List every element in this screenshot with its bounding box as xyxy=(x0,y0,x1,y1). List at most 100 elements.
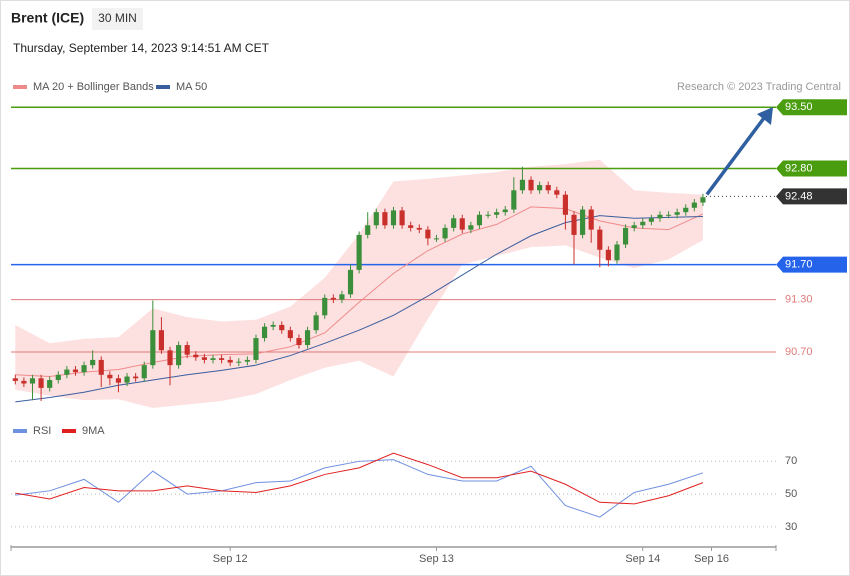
candle-body xyxy=(176,345,182,366)
candle-body xyxy=(373,212,379,226)
candle-body xyxy=(193,354,199,358)
candle-body xyxy=(468,225,474,230)
candle-body xyxy=(665,214,672,216)
x-tick-label: Sep 14 xyxy=(625,553,660,565)
candle-body xyxy=(691,202,697,208)
candle-body xyxy=(21,380,27,384)
candle-body xyxy=(287,330,293,339)
indicator-line xyxy=(15,206,704,378)
candle-body xyxy=(55,374,61,381)
last-price-tag xyxy=(776,188,847,205)
source: Research © 2023 Trading Central xyxy=(677,81,841,93)
candle-body xyxy=(356,234,362,270)
level-tag xyxy=(776,99,847,116)
candle-body xyxy=(580,209,586,235)
level-tag xyxy=(776,256,847,273)
candle-body xyxy=(64,369,70,375)
candle-body xyxy=(605,249,611,261)
x-tick-label: Sep 13 xyxy=(419,553,454,565)
candle-body xyxy=(390,210,397,226)
chart-title: Brent (ICE) xyxy=(11,10,84,26)
rsi-line xyxy=(15,452,704,505)
candle-body xyxy=(494,212,500,215)
candle-body xyxy=(614,244,620,261)
candle-body xyxy=(29,378,36,384)
legend-swatch xyxy=(13,429,27,433)
candle-body xyxy=(38,378,44,388)
interval: 30 MIN xyxy=(98,11,137,25)
legend-label: RSI xyxy=(33,425,51,437)
last-price-label: 92.48 xyxy=(785,190,813,202)
level-label: 90.70 xyxy=(785,346,813,358)
x-tick-label: Sep 16 xyxy=(694,553,729,565)
candle-body xyxy=(365,225,371,235)
candle-body xyxy=(545,185,551,191)
candle-body xyxy=(623,227,629,245)
candle-body xyxy=(519,179,526,191)
candle-body xyxy=(597,229,603,250)
main-panel: MA 20 + Bollinger Bands MA 50 93.50 92.80 91… xyxy=(11,81,847,409)
forecast-arrowhead xyxy=(757,107,773,125)
candle-body xyxy=(227,359,233,363)
candle-body xyxy=(330,297,336,300)
candle-body xyxy=(115,378,122,383)
candle-body xyxy=(700,197,706,203)
candle-body xyxy=(72,369,79,373)
candle-body xyxy=(150,330,156,366)
candle-body xyxy=(304,330,311,346)
candle-body xyxy=(571,214,577,235)
candle-body xyxy=(296,338,302,346)
candle-body xyxy=(442,227,448,239)
candle-body xyxy=(47,380,53,388)
candle-body xyxy=(107,374,113,379)
rsi-line xyxy=(15,459,704,518)
candle-body xyxy=(184,345,190,355)
candle-body xyxy=(90,359,96,366)
candle-body xyxy=(382,212,388,226)
candle-body xyxy=(253,338,259,360)
candle-body xyxy=(244,359,250,362)
rsi-panel: RSI 9MA 30 50 70 Sep 12 Sep 13 Sep 14 Sep 16 xyxy=(10,425,797,565)
candle-body xyxy=(640,221,646,226)
x-tick-label: Sep 12 xyxy=(213,553,248,565)
interval-box xyxy=(92,8,143,30)
level-tag xyxy=(776,160,847,177)
candle-body xyxy=(554,190,560,195)
candle-body xyxy=(133,376,139,379)
legend-label: 9MA xyxy=(82,425,105,437)
candle-body xyxy=(425,229,431,239)
indicator-line xyxy=(15,215,703,403)
legend-swatch xyxy=(13,85,27,89)
candle-body xyxy=(12,378,18,381)
candle-body xyxy=(158,330,164,351)
candle-body xyxy=(313,315,319,331)
candle-body xyxy=(81,365,87,373)
candle-body xyxy=(459,218,465,230)
candle-body xyxy=(416,227,422,230)
y-tick-label: 70 xyxy=(785,455,797,467)
legend-swatch xyxy=(62,429,76,433)
candle-body xyxy=(210,358,216,360)
level-label: 91.30 xyxy=(785,293,813,305)
candle-body xyxy=(98,359,104,375)
candle-body xyxy=(588,209,594,230)
candle-body xyxy=(476,214,483,226)
candle-body xyxy=(502,209,508,213)
candle-body xyxy=(279,324,285,331)
candle-body xyxy=(141,365,147,379)
legend-swatch xyxy=(156,85,170,89)
candle-body xyxy=(167,350,173,366)
candle-body xyxy=(451,218,457,228)
y-tick-label: 30 xyxy=(785,521,797,533)
candle-body xyxy=(485,214,491,216)
candle-body xyxy=(683,207,689,213)
candle-body xyxy=(322,297,328,316)
candle-body xyxy=(511,190,517,210)
candle-body xyxy=(261,326,268,339)
candle-body xyxy=(648,218,654,222)
forecast-arrow xyxy=(705,116,766,196)
candle-body xyxy=(201,357,207,360)
candle-body xyxy=(219,358,225,360)
